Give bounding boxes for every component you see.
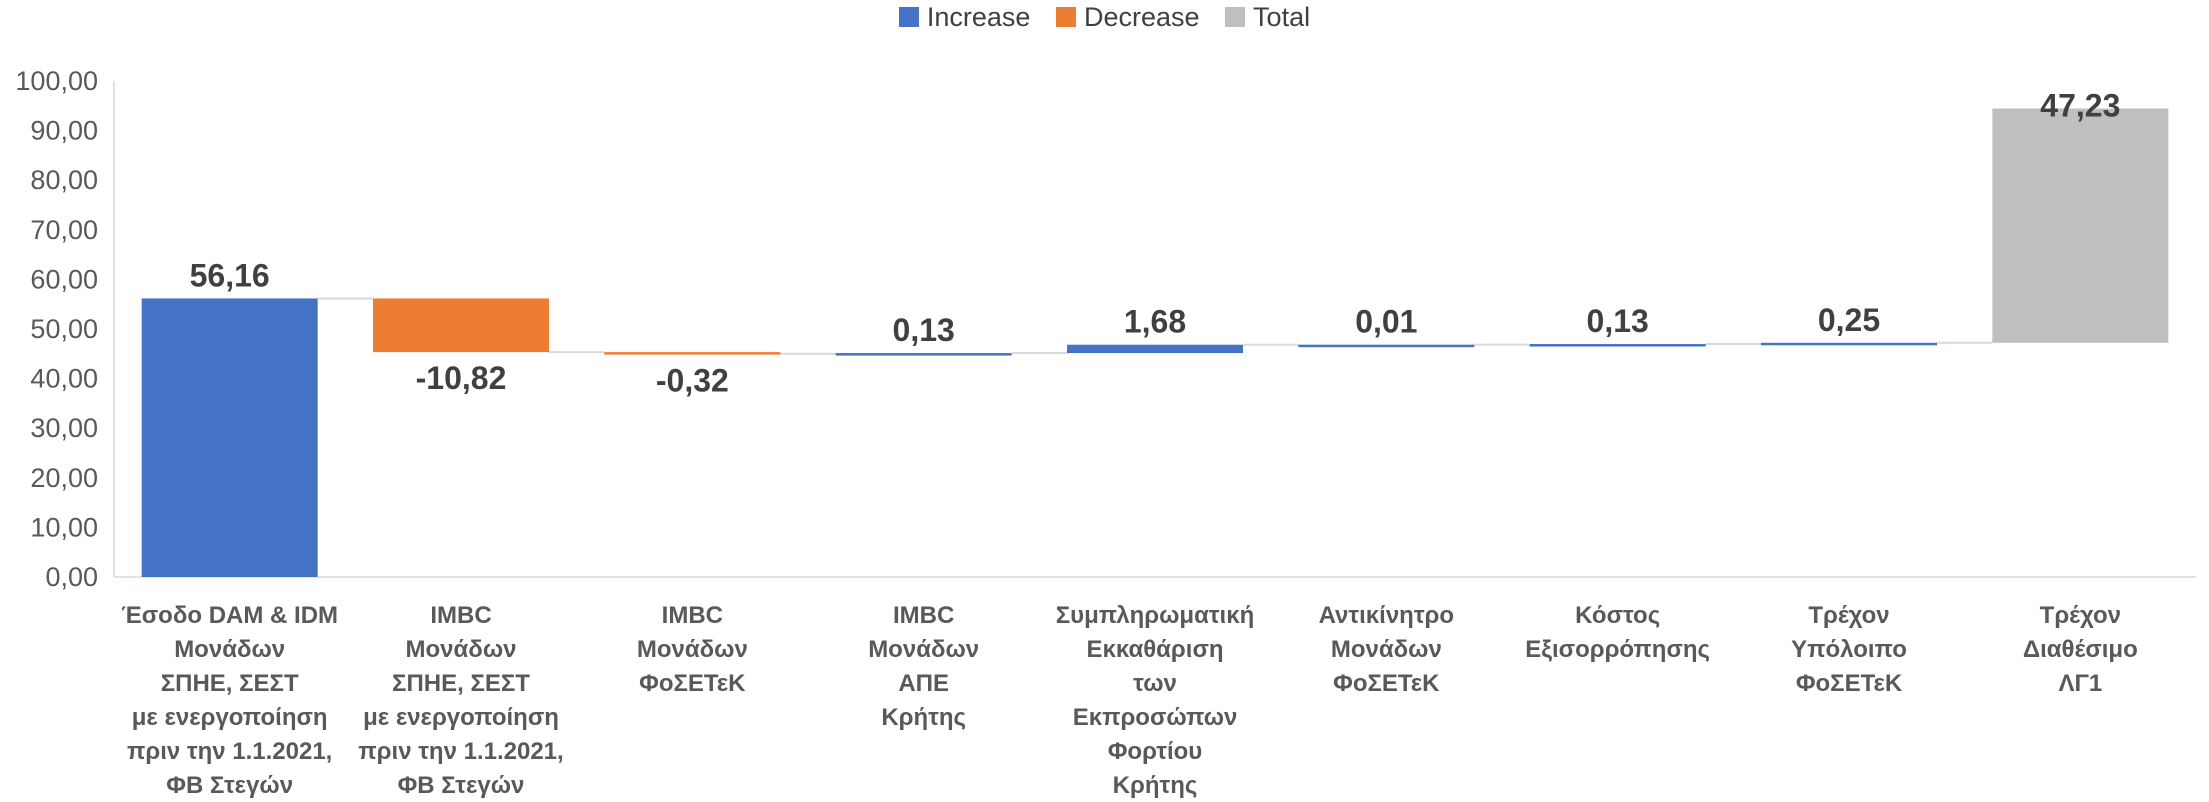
x-category-label-line: IMBC — [662, 602, 723, 629]
x-category-label-line: Διαθέσιμο — [2023, 636, 2138, 663]
x-category-label-line: Εξισορρόπησης — [1525, 636, 1710, 663]
x-category-label: Έσοδο DAM & IDM Μονάδων ΣΠΗΕ, ΣΕΣΤ με ενεργ… — [121, 602, 338, 799]
x-category-label-line: Κόστος — [1575, 602, 1660, 629]
x-category-label-line: ΣΠΗΕ, ΣΕΣΤ — [392, 670, 530, 697]
data-label: -0,32 — [656, 363, 729, 399]
x-category-label: IMBC Μονάδων ΣΠΗΕ, ΣΕΣΤ με ενεργοποίηση πριν… — [358, 602, 563, 799]
x-category-label-line: ΣΠΗΕ, ΣΕΣΤ — [161, 670, 299, 697]
data-label: 0,13 — [1587, 303, 1649, 339]
legend-label-decrease: Decrease — [1083, 2, 1200, 32]
legend-item-total: Total — [1225, 2, 1310, 33]
x-category-label-line: ΦΒ Στεγών — [398, 772, 525, 799]
y-tick-label: 80,00 — [30, 165, 98, 195]
x-category-label-line: Φορτίου — [1108, 738, 1203, 765]
legend-label-increase: Increase — [926, 2, 1031, 32]
x-category-label-line: Μονάδων — [174, 636, 285, 663]
legend-swatch-decrease — [1055, 7, 1076, 27]
x-category-label-line: Εκκαθάριση — [1086, 636, 1223, 663]
x-category-label: Τρέχον Υπόλοιπο ΦοΣΕΤεΚ — [1791, 602, 1907, 697]
legend-swatch-increase — [898, 7, 919, 27]
x-category-label-line: Κρήτης — [1113, 772, 1198, 799]
x-category-label-line: IMBC — [430, 602, 491, 629]
y-tick-label: 50,00 — [30, 314, 98, 344]
x-category-label-line: Τρέχον — [1808, 602, 1889, 629]
x-category-label-line: ΑΠΕ — [898, 670, 949, 697]
legend-swatch-total — [1225, 7, 1246, 27]
x-category-label: Κόστος Εξισορρόπησης — [1525, 602, 1710, 663]
bar-increase — [141, 298, 318, 577]
y-tick-label: 10,00 — [30, 512, 98, 542]
bar-decrease — [604, 352, 781, 355]
x-category-label-line: πριν την 1.1.2021, — [127, 738, 332, 765]
x-category-label-line: ΦοΣΕΤεΚ — [639, 670, 746, 697]
data-label: 0,13 — [893, 312, 955, 348]
y-tick-label: 40,00 — [30, 364, 98, 394]
bar-increase — [1529, 344, 1706, 347]
data-label: 1,68 — [1124, 304, 1186, 340]
x-category-label: IMBC Μονάδων ΦοΣΕΤεΚ — [637, 602, 748, 697]
x-category-label-line: των — [1133, 670, 1177, 697]
x-category-label: IMBC Μονάδων ΑΠΕ Κρήτης — [868, 602, 979, 731]
y-tick-label: 70,00 — [30, 215, 98, 245]
x-category-label-line: Εκπροσώπων — [1073, 704, 1238, 731]
x-category-label-line: IMBC — [893, 602, 954, 629]
data-label: 56,16 — [190, 257, 270, 293]
x-category-label-line: Έσοδο DAM & IDM — [121, 602, 338, 629]
y-tick-label: 30,00 — [30, 413, 98, 443]
legend-label-total: Total — [1253, 2, 1311, 32]
x-category-label-line: Τρέχον — [2040, 602, 2121, 629]
x-category-label-line: Μονάδων — [637, 636, 748, 663]
y-tick-label: 90,00 — [30, 116, 98, 146]
x-category-label: Αντικίνητρο Μονάδων ΦοΣΕΤεΚ — [1319, 602, 1454, 697]
y-tick-label: 100,00 — [15, 66, 98, 96]
x-category-label: Τρέχον Διαθέσιμο ΛΓ1 — [2023, 602, 2138, 697]
x-category-label-line: Μονάδων — [406, 636, 517, 663]
data-label: -10,82 — [416, 360, 507, 396]
bar-decrease — [373, 298, 549, 353]
legend-item-increase: Increase — [898, 2, 1031, 33]
data-label: 0,25 — [1818, 302, 1880, 338]
x-category-label-line: ΛΓ1 — [2058, 670, 2102, 697]
bar-increase — [1067, 344, 1243, 354]
x-category-label: Συμπληρωματική Εκκαθάριση των Εκπροσώπων Φορ… — [1056, 602, 1255, 799]
bar-increase — [1298, 344, 1475, 348]
x-category-label-line: ΦΒ Στεγών — [166, 772, 293, 799]
bar-total — [1992, 108, 2169, 343]
x-category-label-line: ΦοΣΕΤεΚ — [1333, 670, 1440, 697]
x-category-label-line: ΦοΣΕΤεΚ — [1796, 670, 1903, 697]
legend-item-decrease: Decrease — [1055, 2, 1200, 33]
x-category-label-line: Συμπληρωματική — [1056, 602, 1255, 629]
bar-increase — [1761, 342, 1937, 346]
x-category-label-line: με ενεργοποίηση — [132, 704, 328, 731]
y-tick-label: 60,00 — [30, 264, 98, 294]
x-category-label-line: Υπόλοιπο — [1791, 636, 1907, 663]
y-tick-label: 20,00 — [30, 463, 98, 493]
chart-legend: Increase Decrease Total — [0, 2, 2209, 33]
x-category-label-line: Μονάδων — [868, 636, 979, 663]
x-category-label-line: Μονάδων — [1331, 636, 1442, 663]
x-category-label-line: με ενεργοποίηση — [363, 704, 559, 731]
data-label: 0,01 — [1355, 304, 1417, 340]
bar-increase — [835, 353, 1012, 356]
data-label: 47,23 — [2040, 88, 2120, 124]
x-category-label-line: πριν την 1.1.2021, — [358, 738, 563, 765]
x-category-label-line: Κρήτης — [881, 704, 966, 731]
x-category-label-line: Αντικίνητρο — [1319, 602, 1454, 629]
y-tick-label: 0,00 — [45, 562, 98, 592]
